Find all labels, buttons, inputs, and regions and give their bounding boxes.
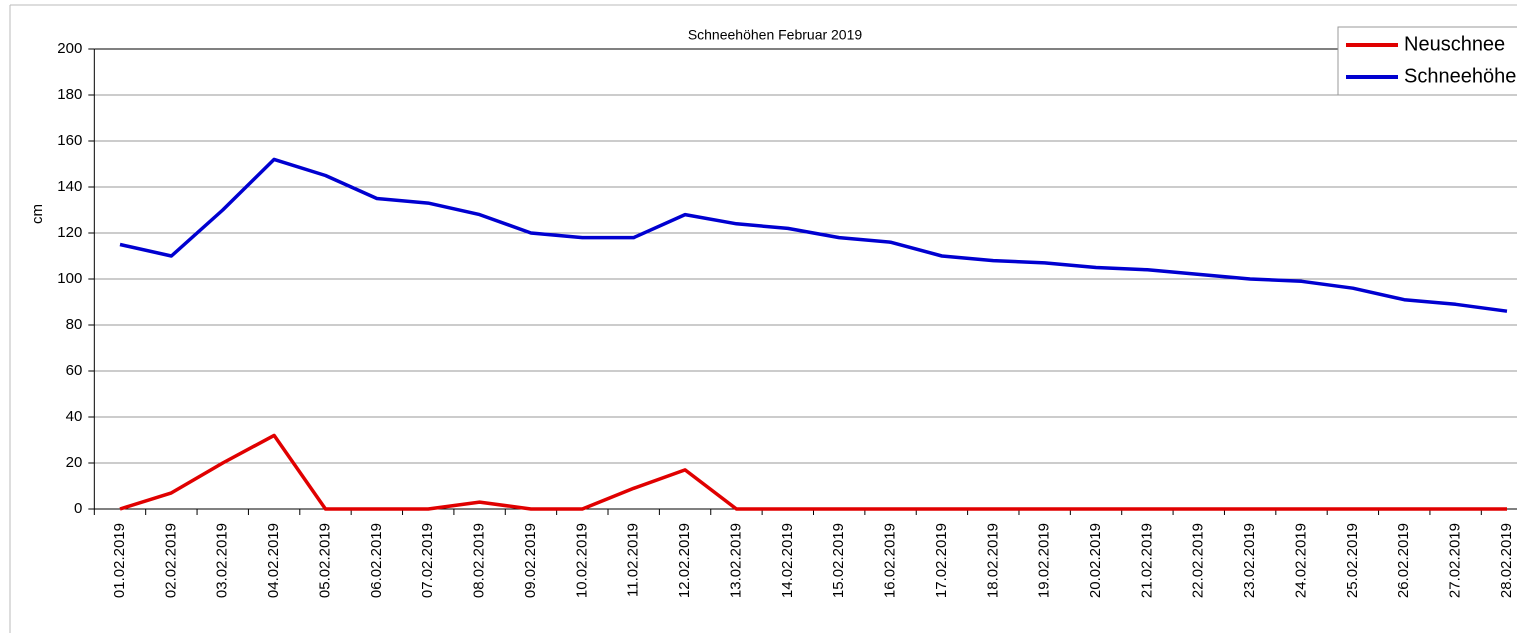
y-tick-label: 100	[57, 270, 82, 287]
chart-title: Schneehöhen Februar 2019	[688, 27, 863, 43]
y-tick-label: 0	[74, 500, 82, 517]
x-tick-label: 05.02.2019	[316, 523, 333, 598]
x-tick-label: 26.02.2019	[1395, 523, 1412, 598]
legend-label: Schneehöhe	[1404, 65, 1516, 87]
y-tick-label: 60	[66, 362, 83, 379]
y-tick-label: 160	[57, 132, 82, 149]
line-series	[119, 433, 1507, 511]
y-tick-label: 140	[57, 178, 82, 195]
x-tick-label: 20.02.2019	[1087, 523, 1104, 598]
x-tick-label: 08.02.2019	[471, 523, 488, 598]
y-axis-label: cm	[29, 204, 46, 224]
x-tick-label: 15.02.2019	[830, 523, 847, 598]
x-tick-label: 25.02.2019	[1344, 523, 1361, 598]
x-tick-label: 06.02.2019	[368, 523, 385, 598]
y-tick-label: 80	[66, 316, 83, 333]
x-tick-label: 28.02.2019	[1498, 523, 1515, 598]
x-tick-label: 07.02.2019	[419, 523, 436, 598]
x-tick-label: 13.02.2019	[727, 523, 744, 598]
y-tick-label: 120	[57, 224, 82, 241]
legend-label: Neuschnee	[1404, 33, 1505, 55]
x-tick-label: 01.02.2019	[111, 523, 128, 598]
y-tick-label: 180	[57, 86, 82, 103]
y-tick-label: 20	[66, 454, 83, 471]
x-tick-label: 03.02.2019	[214, 523, 231, 598]
x-tick-label: 02.02.2019	[162, 523, 179, 598]
y-tick-label: 40	[66, 408, 83, 425]
x-tick-label: 11.02.2019	[625, 523, 642, 597]
x-tick-label: 04.02.2019	[265, 523, 282, 598]
x-tick-label: 19.02.2019	[1036, 523, 1053, 598]
x-tick-label: 24.02.2019	[1292, 523, 1309, 598]
x-tick-label: 21.02.2019	[1138, 523, 1155, 598]
x-tick-label: 16.02.2019	[882, 523, 899, 598]
x-tick-label: 14.02.2019	[779, 523, 796, 598]
x-tick-label: 27.02.2019	[1447, 523, 1464, 598]
x-tick-label: 22.02.2019	[1190, 523, 1207, 598]
x-tick-label: 10.02.2019	[573, 523, 590, 598]
x-tick-label: 09.02.2019	[522, 523, 539, 598]
y-tick-label: 200	[57, 40, 82, 57]
x-tick-label: 17.02.2019	[933, 523, 950, 598]
legend-box	[1337, 26, 1517, 96]
x-tick-label: 18.02.2019	[984, 523, 1001, 598]
x-tick-label: 12.02.2019	[676, 523, 693, 598]
x-tick-label: 23.02.2019	[1241, 523, 1258, 598]
line-series	[119, 157, 1508, 313]
